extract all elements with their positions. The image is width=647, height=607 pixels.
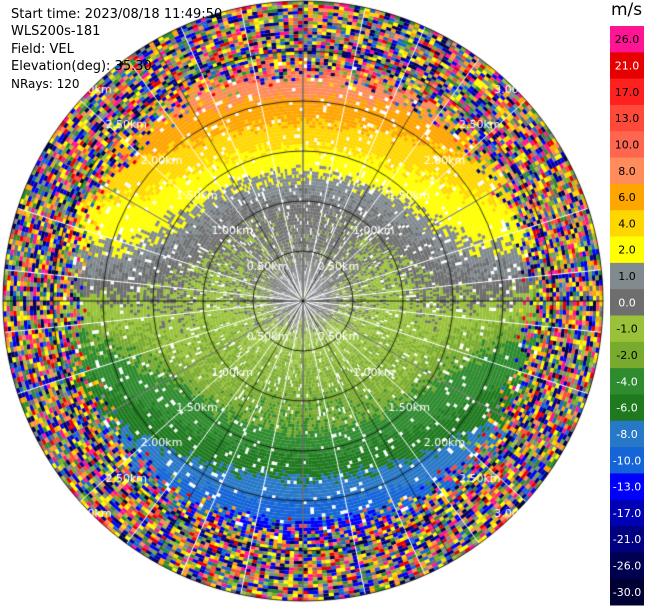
colorbar-swatch: [610, 26, 644, 53]
colorbar-tick-label: -17.0: [613, 507, 641, 520]
colorbar-swatch: [610, 368, 644, 395]
colorbar-swatch: [610, 183, 644, 211]
colorbar-tick-label: -4.0: [616, 375, 637, 388]
colorbar-swatch: [610, 526, 644, 553]
colorbar-swatch: [610, 262, 644, 290]
colorbar-tick-label: -26.0: [613, 560, 641, 573]
colorbar-swatch: [610, 473, 644, 501]
colorbar-tick-label: -10.0: [613, 454, 641, 467]
colorbar-swatch: [610, 447, 644, 474]
colorbar-tick-label: -21.0: [613, 533, 641, 546]
colorbar-swatch: [610, 420, 644, 448]
nrays-label: NRays: 120: [11, 77, 80, 92]
field-label: Field: VEL: [11, 41, 74, 57]
colorbar-swatch: [610, 157, 644, 185]
colorbar-tick-label: -1.0: [616, 323, 637, 336]
colorbar-swatch: [610, 131, 644, 159]
colorbar-swatch: [610, 315, 644, 343]
colorbar-tick-label: 21.0: [615, 59, 640, 72]
colorbar-swatch: [610, 578, 644, 606]
ppi-velocity-plot: [0, 0, 607, 607]
colorbar-tick-label: -8.0: [616, 428, 637, 441]
colorbar-tick-label: 1.0: [618, 270, 636, 283]
colorbar-swatch: [610, 341, 644, 369]
colorbar-swatch: [610, 52, 644, 80]
colorbar-tick-label: 0.0: [618, 296, 636, 309]
colorbar-tick-label: -13.0: [613, 481, 641, 494]
colorbar-tick-label: -2.0: [616, 349, 637, 362]
scan-info: Start time: 2023/08/18 11:49:50 WLS200s-…: [11, 6, 222, 93]
colorbar-swatch: [610, 104, 644, 132]
colorbar-swatch: [610, 210, 644, 238]
colorbar-tick-label: 6.0: [618, 191, 636, 204]
colorbar-tick-label: 13.0: [615, 112, 640, 125]
colorbar-swatch: [610, 289, 644, 316]
start-time-label: Start time: 2023/08/18 11:49:50: [11, 7, 223, 22]
colorbar-swatch: [610, 499, 644, 527]
colorbar-tick-label: 4.0: [618, 217, 636, 230]
colorbar-tick-label: 2.0: [618, 244, 636, 257]
colorbar-tick-label: 10.0: [615, 138, 640, 151]
elevation-label: Elevation(deg): 35.30: [11, 58, 152, 74]
colorbar-tick-label: 26.0: [615, 33, 640, 46]
colorbar-swatch: [610, 394, 644, 422]
velocity-colorbar: 26.0 21.0 17.0 13.0 10.0 8.0 6.0 4.0 2.0 1.0 0.0 -1…: [610, 26, 644, 606]
colorbar-tick-label: 17.0: [615, 86, 640, 99]
colorbar-swatch: [610, 552, 644, 580]
colorbar-swatch: [610, 236, 644, 264]
colorbar-tick-label: 8.0: [618, 165, 636, 178]
colorbar-tick-label: -30.0: [613, 586, 641, 599]
instrument-label: WLS200s-181: [11, 24, 101, 40]
colorbar-unit: m/s: [611, 0, 643, 20]
colorbar-swatch: [610, 78, 644, 106]
colorbar-tick-label: -6.0: [616, 402, 637, 415]
